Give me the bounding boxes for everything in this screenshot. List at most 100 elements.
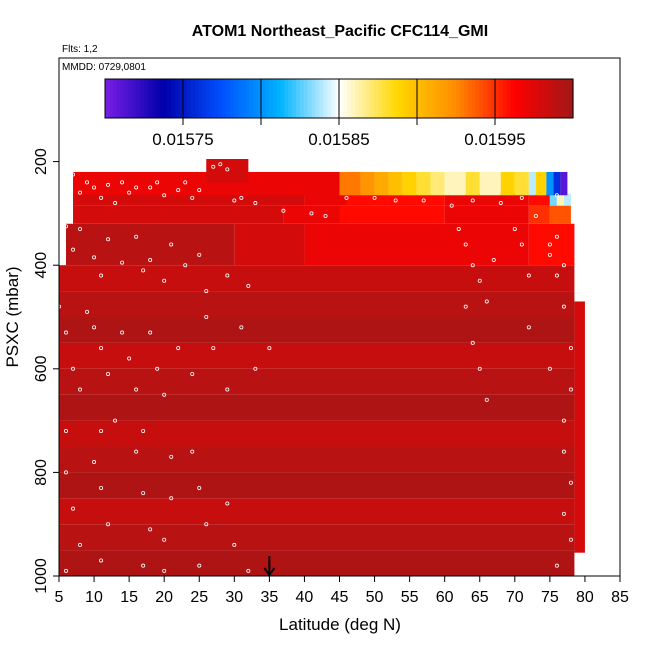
heatmap-cell xyxy=(528,205,550,224)
heatmap-cell xyxy=(59,420,575,447)
sample-point xyxy=(554,193,559,198)
sample-point xyxy=(463,304,468,309)
chart-title: ATOM1 Northeast_Pacific CFC114_GMI xyxy=(192,23,488,40)
sample-point xyxy=(71,366,76,371)
sample-point xyxy=(533,213,538,218)
colorbar-swatch xyxy=(225,79,231,118)
colorbar-swatch xyxy=(358,79,363,118)
sample-point xyxy=(162,537,167,542)
colorbar-swatch xyxy=(315,79,321,118)
sample-point xyxy=(141,563,146,568)
sample-point xyxy=(106,182,111,187)
sample-point xyxy=(470,263,475,268)
x-axis-label: Latitude (deg N) xyxy=(279,615,401,634)
colorbar-swatch xyxy=(311,79,317,118)
sample-point xyxy=(225,167,230,172)
colorbar-swatch xyxy=(397,79,402,118)
sample-point xyxy=(470,198,475,203)
sample-point xyxy=(64,330,69,335)
sample-point xyxy=(323,213,328,218)
heatmap-cell xyxy=(479,171,501,196)
colorbar-swatch xyxy=(479,79,484,118)
colorbar-swatch xyxy=(428,79,434,118)
sample-point xyxy=(78,226,83,231)
sample-point xyxy=(155,366,160,371)
colorbar-swatch xyxy=(424,79,430,118)
colorbar-swatch xyxy=(300,79,305,118)
x-tick-label: 10 xyxy=(85,589,103,606)
x-tick-label: 60 xyxy=(436,589,454,606)
sample-point xyxy=(484,299,489,304)
sample-point xyxy=(393,198,398,203)
colorbar-swatch xyxy=(214,79,219,118)
colorbar-swatch xyxy=(440,79,445,118)
sample-point xyxy=(99,558,104,563)
colorbar-swatch xyxy=(417,79,422,118)
sample-point xyxy=(99,273,104,278)
heatmap-cell xyxy=(59,368,575,395)
sample-point xyxy=(554,563,559,568)
sample-point xyxy=(134,185,139,190)
heatmap-cell xyxy=(514,171,529,196)
arrow-head xyxy=(263,567,276,577)
sample-point xyxy=(547,252,552,257)
y-tick-label: 800 xyxy=(33,459,50,486)
x-tick-label: 75 xyxy=(541,589,559,606)
sample-point xyxy=(526,273,531,278)
colorbar-swatch xyxy=(276,79,282,118)
colorbar-swatch xyxy=(159,79,165,118)
colorbar-swatch xyxy=(561,79,566,118)
arrow-marker xyxy=(263,556,276,577)
colorbar-swatch xyxy=(342,79,348,118)
colorbar-swatch xyxy=(292,79,297,118)
sample-point xyxy=(218,162,223,167)
sample-point xyxy=(120,180,125,185)
colorbar-swatch xyxy=(557,79,562,118)
sample-point xyxy=(183,180,188,185)
sample-point xyxy=(309,211,314,216)
x-tick-label: 45 xyxy=(331,589,349,606)
y-tick-label: 400 xyxy=(33,252,50,279)
colorbar-swatch xyxy=(179,79,184,118)
sample-point xyxy=(120,330,125,335)
sample-point xyxy=(148,527,153,532)
sample-point xyxy=(197,563,202,568)
y-tick-label: 1000 xyxy=(33,558,50,594)
heatmap-cell xyxy=(59,317,575,343)
colorbar-swatch xyxy=(420,79,426,118)
colorbar-swatch xyxy=(549,79,555,118)
sample-point xyxy=(512,226,517,231)
colorbar-swatch xyxy=(471,79,477,118)
colorbar-swatch xyxy=(370,79,375,118)
heatmap-cell xyxy=(560,171,568,196)
colorbar-swatch xyxy=(272,79,278,118)
colorbar-swatch xyxy=(530,79,535,118)
flights-label: Flts: 1,2 xyxy=(62,44,98,55)
colorbar-tick-label: 0.01595 xyxy=(464,130,525,149)
sample-point xyxy=(162,193,167,198)
sample-point xyxy=(78,387,83,392)
colorbar-swatch xyxy=(155,79,161,118)
sample-point xyxy=(99,195,104,200)
colorbar-swatch xyxy=(296,79,301,118)
colorbar-tick-label: 0.01575 xyxy=(152,130,213,149)
colorbar-swatch xyxy=(210,79,215,118)
x-tick-label: 70 xyxy=(506,589,524,606)
colorbar-swatch xyxy=(565,79,570,118)
y-axis: 200 400 600 800 1000 xyxy=(33,148,60,594)
colorbar-swatch xyxy=(553,79,558,118)
colorbar-swatch xyxy=(569,79,574,118)
sample-point xyxy=(561,304,566,309)
sample-point xyxy=(211,346,216,351)
sample-point xyxy=(134,449,139,454)
sample-points xyxy=(57,162,573,573)
heatmap-cell xyxy=(234,223,305,266)
colorbar-swatch xyxy=(105,79,110,118)
sample-point xyxy=(155,180,160,185)
colorbar-swatch xyxy=(222,79,227,118)
sample-point xyxy=(85,309,90,314)
sample-point xyxy=(169,242,174,247)
colorbar-swatch xyxy=(483,79,488,118)
colorbar-swatch xyxy=(280,79,285,118)
colorbar-swatch xyxy=(448,79,453,118)
